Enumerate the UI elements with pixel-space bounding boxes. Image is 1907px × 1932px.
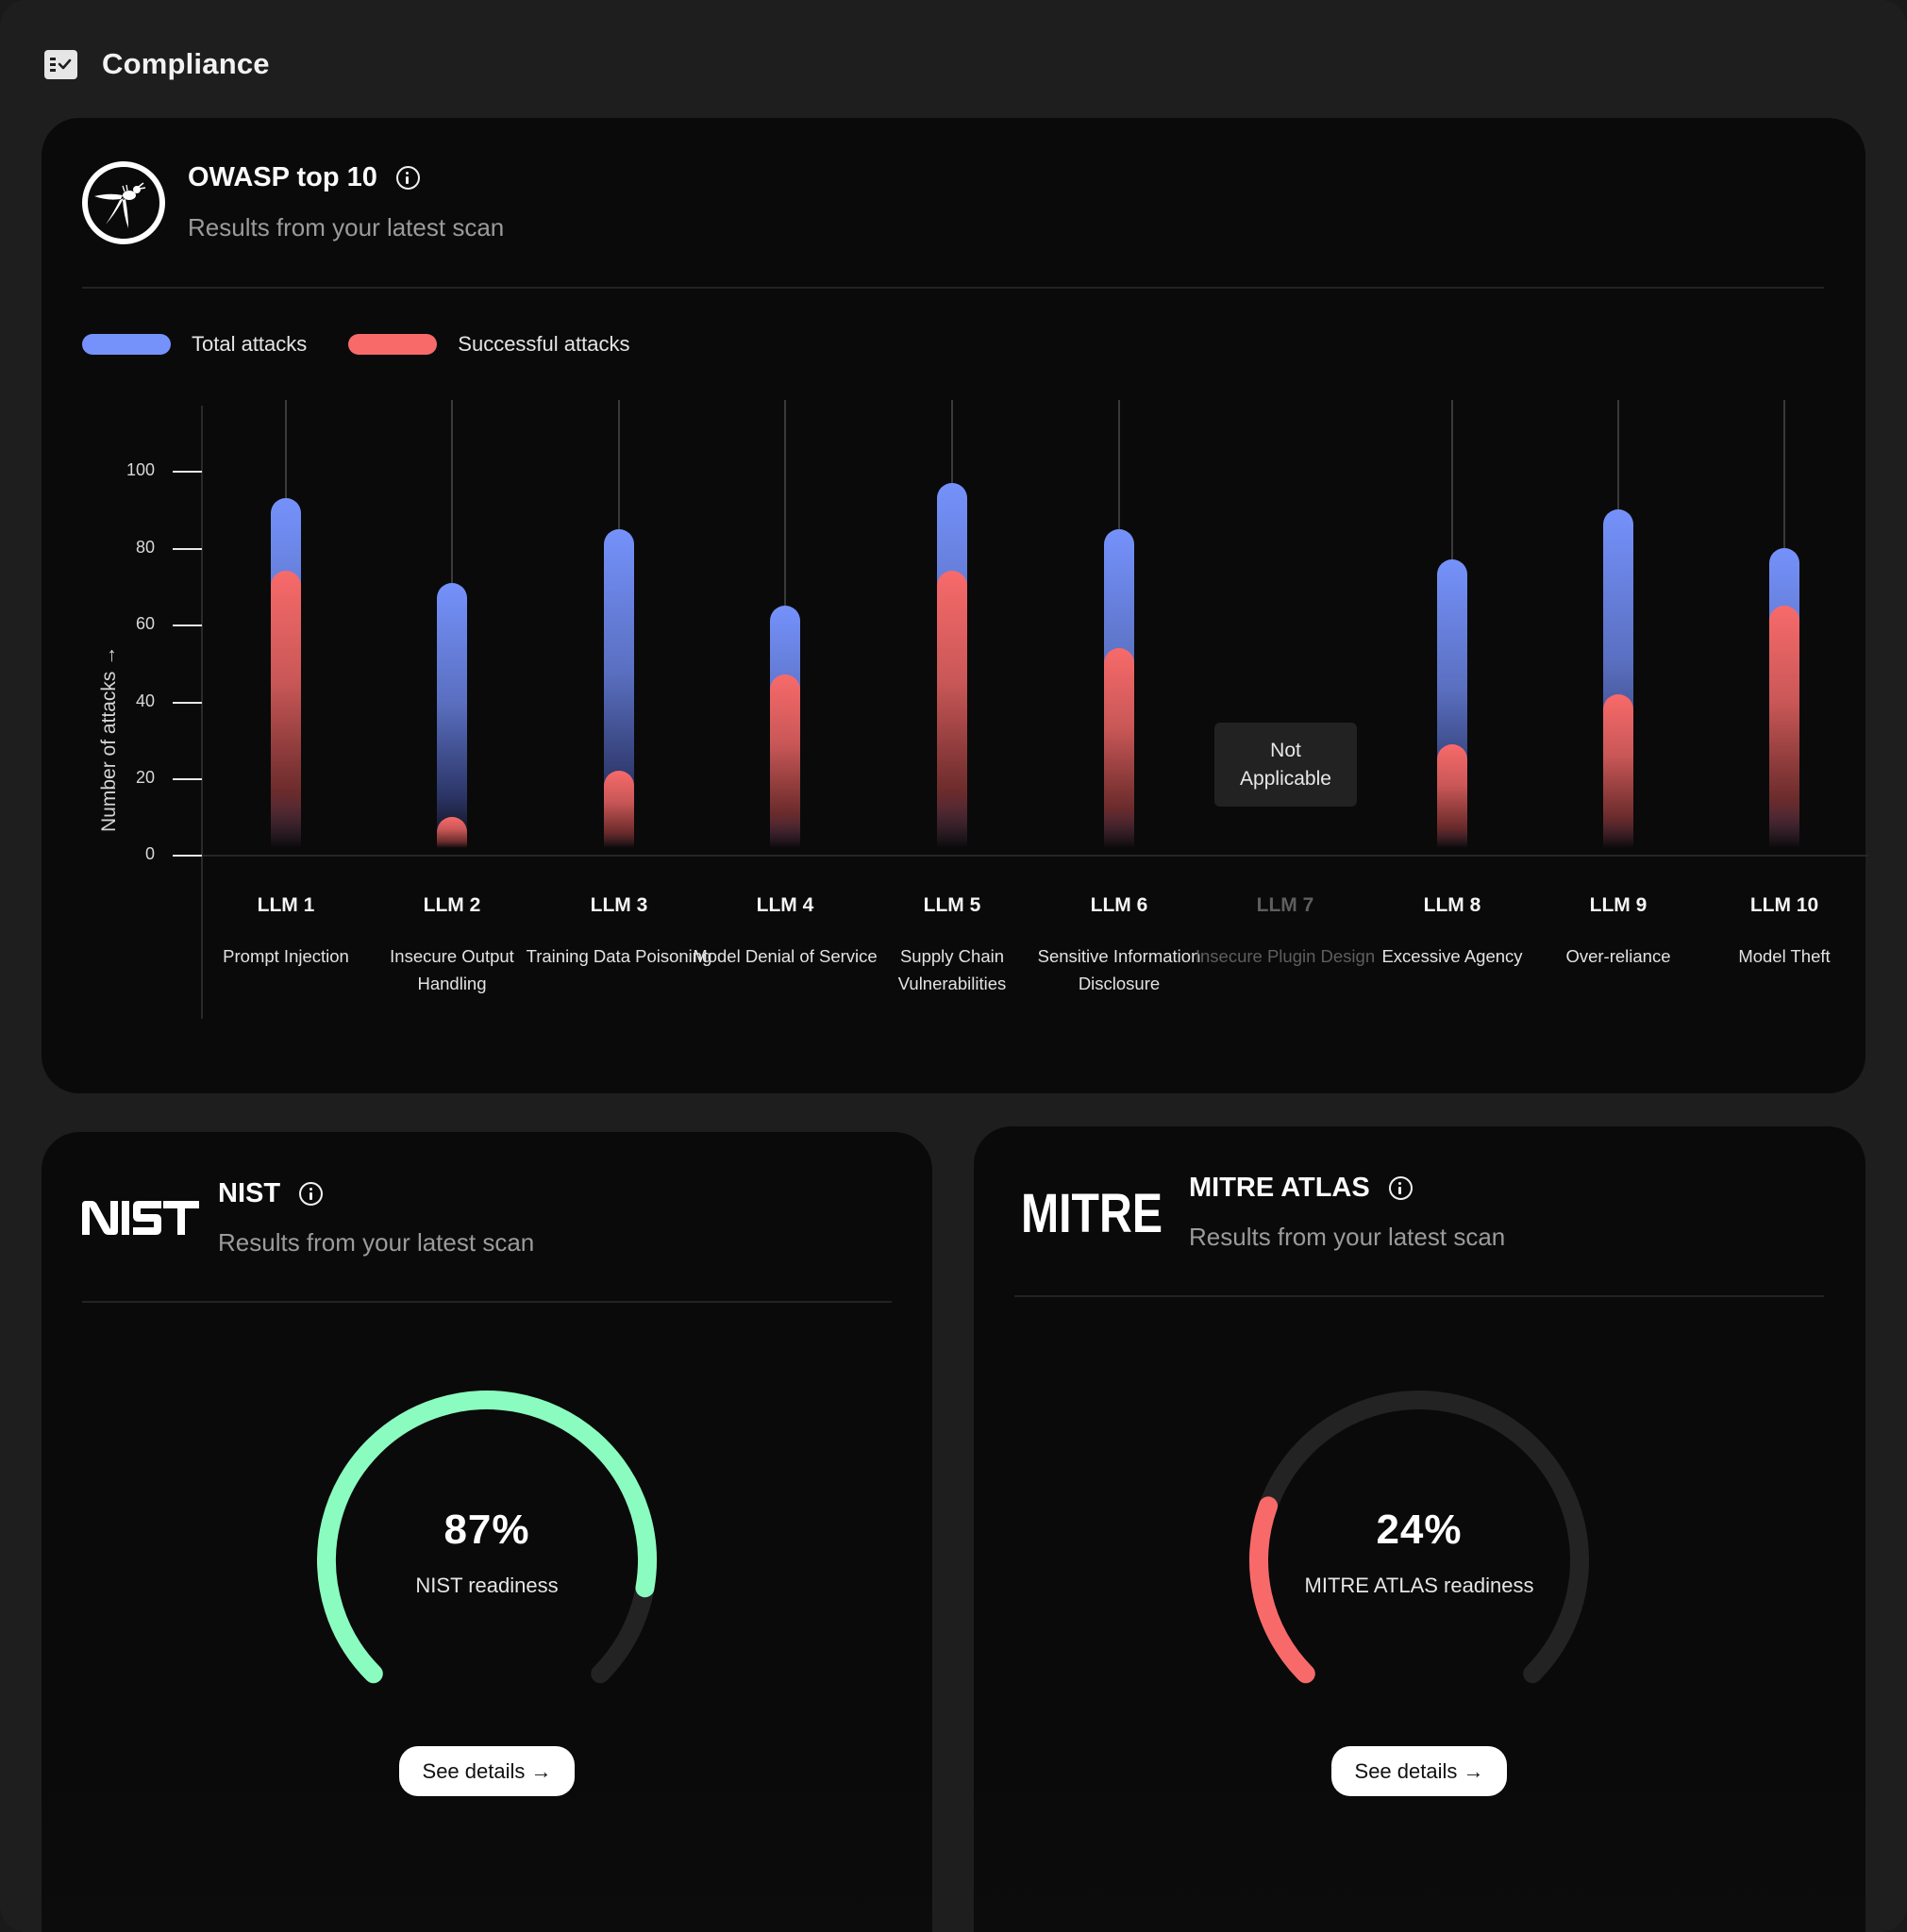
bar-stem xyxy=(618,400,620,529)
category-description: Sensitive Information Disclosure xyxy=(1037,946,1201,993)
y-tick xyxy=(173,548,202,550)
category-description: Excessive Agency xyxy=(1381,946,1523,966)
category-label: LLM 3 xyxy=(590,894,648,916)
category-label: LLM 6 xyxy=(1090,894,1148,916)
legend-total-swatch xyxy=(82,334,171,355)
category-label: LLM 7 xyxy=(1256,894,1314,916)
nist-logo xyxy=(82,1201,199,1235)
y-tick xyxy=(173,778,202,780)
y-tick xyxy=(173,702,202,704)
nist-readiness-label: NIST readiness xyxy=(415,1574,559,1597)
bar-total-attacks[interactable] xyxy=(437,582,467,848)
category-description: Over-reliance xyxy=(1565,946,1671,966)
owasp-logo xyxy=(81,160,166,245)
category-description: Training Data Poisoning xyxy=(526,946,712,966)
category-label: LLM 10 xyxy=(1749,894,1819,916)
chart-legend: Total attacks Successful attacks xyxy=(82,332,671,357)
owasp-divider xyxy=(82,287,1824,289)
nist-subtitle: Results from your latest scan xyxy=(218,1228,535,1257)
bar-successful-attacks[interactable] xyxy=(1769,606,1799,848)
nist-divider xyxy=(82,1301,892,1303)
bar-stem xyxy=(784,400,786,607)
mitre-subtitle: Results from your latest scan xyxy=(1189,1223,1506,1251)
bar-successful-attacks[interactable] xyxy=(937,571,967,848)
svg-text:MITRE: MITRE xyxy=(1021,1189,1163,1236)
bar-stem xyxy=(1451,400,1453,560)
mitre-title-row: MITRE ATLAS xyxy=(1189,1173,1413,1204)
nist-title-row: NIST xyxy=(218,1178,324,1209)
legend-successful-label: Successful attacks xyxy=(458,332,630,356)
mitre-logo: MITRE xyxy=(1021,1183,1163,1244)
bar-stem xyxy=(451,400,453,583)
x-axis-baseline xyxy=(202,855,1868,857)
y-tick-label: 100 xyxy=(125,460,155,479)
bar-successful-attacks[interactable] xyxy=(437,817,467,848)
category-description: Prompt Injection xyxy=(223,946,349,966)
category-label: LLM 5 xyxy=(923,894,981,916)
legend-total: Total attacks xyxy=(82,332,307,357)
nist-gauge: 87% NIST readiness xyxy=(298,1372,676,1749)
bar-stem xyxy=(285,400,287,499)
mitre-card xyxy=(974,1126,1865,1932)
mitre-gauge-arc xyxy=(1249,1391,1589,1684)
info-icon[interactable] xyxy=(299,1182,324,1206)
category-label: LLM 2 xyxy=(423,894,481,916)
mitre-divider xyxy=(1014,1295,1824,1297)
info-icon[interactable] xyxy=(1388,1176,1413,1200)
category-description: Supply Chain Vulnerabilities xyxy=(897,946,1007,993)
nist-gauge-arc xyxy=(317,1391,657,1684)
y-tick-label: 20 xyxy=(135,768,155,787)
checklist-icon xyxy=(44,49,77,79)
mitre-readiness-value: 24% xyxy=(1376,1507,1463,1553)
y-tick-label: 60 xyxy=(135,614,155,633)
not-applicable-badge: Not Applicable xyxy=(1214,723,1357,807)
category-description: Model Theft xyxy=(1738,946,1831,966)
not-applicable-line2: Applicable xyxy=(1240,767,1331,790)
nist-title: NIST xyxy=(218,1178,281,1208)
mitre-readiness-label: MITRE ATLAS readiness xyxy=(1304,1574,1534,1597)
owasp-title: OWASP top 10 xyxy=(188,162,377,192)
bar-successful-attacks[interactable] xyxy=(271,571,301,848)
category-description: Model Denial of Service xyxy=(693,946,878,966)
owasp-subtitle: Results from your latest scan xyxy=(188,213,505,242)
y-tick xyxy=(173,471,202,473)
y-axis-title: Number of attacks → xyxy=(98,645,120,832)
bar-successful-attacks[interactable] xyxy=(1437,743,1467,848)
legend-total-label: Total attacks xyxy=(192,332,308,356)
bar-successful-attacks[interactable] xyxy=(1603,693,1633,848)
y-tick-label: 0 xyxy=(144,844,155,863)
mitre-see-details-button[interactable]: See details → xyxy=(1331,1746,1507,1796)
page-header: Compliance xyxy=(44,45,270,83)
category-label: LLM 4 xyxy=(756,894,814,916)
bar-stem xyxy=(1617,400,1619,510)
y-tick-label: 80 xyxy=(135,538,155,557)
category-label: LLM 9 xyxy=(1589,894,1648,916)
y-tick xyxy=(173,855,202,857)
category-label: LLM 8 xyxy=(1423,894,1481,916)
bar-stem xyxy=(1118,400,1120,529)
legend-successful-swatch xyxy=(348,334,438,355)
nist-readiness-value: 87% xyxy=(443,1507,530,1553)
bar-stem xyxy=(1783,400,1785,548)
mitre-title: MITRE ATLAS xyxy=(1189,1173,1370,1203)
bar-stem xyxy=(951,400,953,483)
owasp-title-row: OWASP top 10 xyxy=(188,162,420,193)
y-tick xyxy=(173,625,202,626)
legend-successful: Successful attacks xyxy=(348,332,629,357)
info-icon[interactable] xyxy=(395,166,420,190)
bar-successful-attacks[interactable] xyxy=(1104,647,1134,848)
category-description: Insecure Output Handling xyxy=(390,946,514,993)
not-applicable-line1: Not xyxy=(1270,739,1301,761)
category-label: LLM 1 xyxy=(257,894,315,916)
page-title: Compliance xyxy=(102,47,270,80)
y-axis-line xyxy=(201,406,203,1019)
bar-successful-attacks[interactable] xyxy=(770,675,800,848)
mitre-gauge: 24% MITRE ATLAS readiness xyxy=(1230,1372,1608,1749)
nist-see-details-button[interactable]: See details → xyxy=(399,1746,575,1796)
category-description: Insecure Plugin Design xyxy=(1195,946,1376,966)
y-tick-label: 40 xyxy=(135,691,155,710)
bar-successful-attacks[interactable] xyxy=(604,771,634,848)
nist-card xyxy=(42,1132,932,1932)
